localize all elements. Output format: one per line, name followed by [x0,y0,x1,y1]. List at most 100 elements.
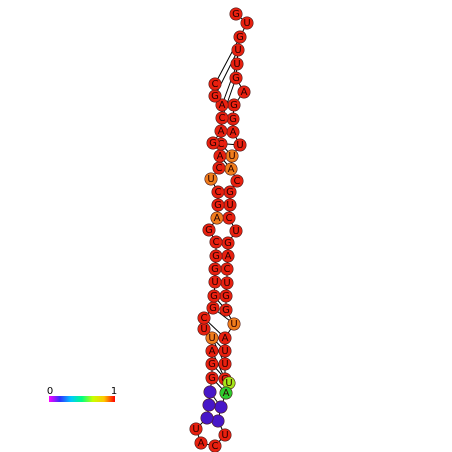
nucleotide: A [214,124,228,138]
nucleotide: U [230,57,244,71]
nucleotide-letter: U [243,18,250,29]
nucleotide-letter: U [192,424,199,435]
nucleotide-letter: U [223,278,230,289]
scale-max-label: 1 [111,386,117,397]
nucleotide-letter: G [232,73,240,84]
nucleotide-letter: G [212,251,220,262]
nucleotide-letter: G [232,9,240,20]
nucleotide: C [208,77,222,91]
nucleotide-circle [211,198,225,212]
nucleotide-letter: G [236,32,244,43]
nucleotide-circle [219,386,233,400]
nucleotide-circle [209,235,223,249]
nucleotide-letter: C [201,313,208,324]
nucleotide-letter: C [212,79,219,90]
nucleotide: U [197,322,211,336]
nucleotide: U [231,43,245,57]
nucleotide-letter: G [214,200,222,211]
nucleotide-circle [229,71,243,85]
nucleotide [214,400,228,414]
nucleotide: U [204,172,218,186]
nucleotide-circle [211,185,225,199]
color-scale-legend: 0 1 [47,386,117,402]
nucleotide: G [227,98,241,112]
nucleotide: U [208,275,222,289]
nucleotide-letter: G [208,359,216,370]
nucleotide: U [218,357,232,371]
nucleotide: G [229,7,243,21]
nucleotide-letter: U [230,319,237,330]
nucleotide: A [194,436,208,450]
nucleotide: C [215,111,229,125]
nucleotide-circle [219,303,233,317]
nucleotide: C [222,211,236,225]
nucleotide-letter: U [226,200,233,211]
nucleotide [202,398,216,412]
nucleotides: GUGUUGAGGAUUACGUCUGACUGGUAUUGUAUCAUGGAUU… [189,7,254,452]
nucleotide-letter: G [230,100,238,111]
nucleotide-circle [214,124,228,138]
nucleotide-letter: A [209,346,216,357]
nucleotide-circle [203,385,217,399]
nucleotide-letter: U [221,346,228,357]
nucleotide: C [209,235,223,249]
nucleotide: G [223,185,237,199]
nucleotide: A [215,98,229,112]
nucleotide: U [218,428,232,442]
nucleotide-circle [218,428,232,442]
nucleotide-circle [197,311,211,325]
nucleotide-circle [202,223,216,237]
nucleotide-letter: U [221,430,228,441]
nucleotide-circle [205,344,219,358]
nucleotide-letter: G [229,114,237,125]
nucleotide-letter: A [223,388,230,399]
nucleotide: U [220,276,234,290]
nucleotide-circle [218,357,232,371]
nucleotide: U [227,317,241,331]
nucleotide: G [207,289,221,303]
nucleotide-circle [205,371,219,385]
nucleotide: G [208,262,222,276]
nucleotide-circle [206,136,220,150]
nucleotide: U [189,422,203,436]
nucleotide-letter: A [228,164,235,175]
nucleotide-letter: U [236,140,243,151]
nucleotide-letter: A [225,251,232,262]
nucleotide-letter: U [211,277,218,288]
nucleotide: G [229,71,243,85]
nucleotide: A [210,211,224,225]
nucleotide: G [205,371,219,385]
nucleotide: G [202,223,216,237]
color-scale-bar [49,396,115,402]
nucleotide-letter: U [232,226,239,237]
nucleotide-circle [194,436,208,450]
nucleotide-letter: C [226,213,233,224]
nucleotide-letter: G [208,373,216,384]
nucleotide-circle [230,174,244,188]
nucleotide: A [221,249,235,263]
nucleotide-circle [233,138,247,152]
nucleotide-letter: G [211,91,219,102]
nucleotide: U [205,331,219,345]
nucleotide [211,414,225,428]
nucleotide-circle [230,57,244,71]
nucleotide-letter: U [221,359,228,370]
nucleotide-circle [208,77,222,91]
nucleotide: G [208,89,222,103]
nucleotide: U [223,198,237,212]
nucleotide-circle [215,111,229,125]
nucleotide-circle [218,344,232,358]
nucleotide-letter: C [219,113,226,124]
nucleotide-letter: A [214,213,221,224]
nucleotide: A [218,331,232,345]
nucleotide: G [205,357,219,371]
base-pair-bond [221,63,238,106]
nucleotide-letter: A [241,87,248,98]
nucleotide-letter: U [233,59,240,70]
nucleotide: G [211,198,225,212]
nucleotide-letter: U [208,333,215,344]
nucleotide: C [208,439,222,452]
nucleotide-circle [209,249,223,263]
nucleotide-letter: A [198,438,205,449]
